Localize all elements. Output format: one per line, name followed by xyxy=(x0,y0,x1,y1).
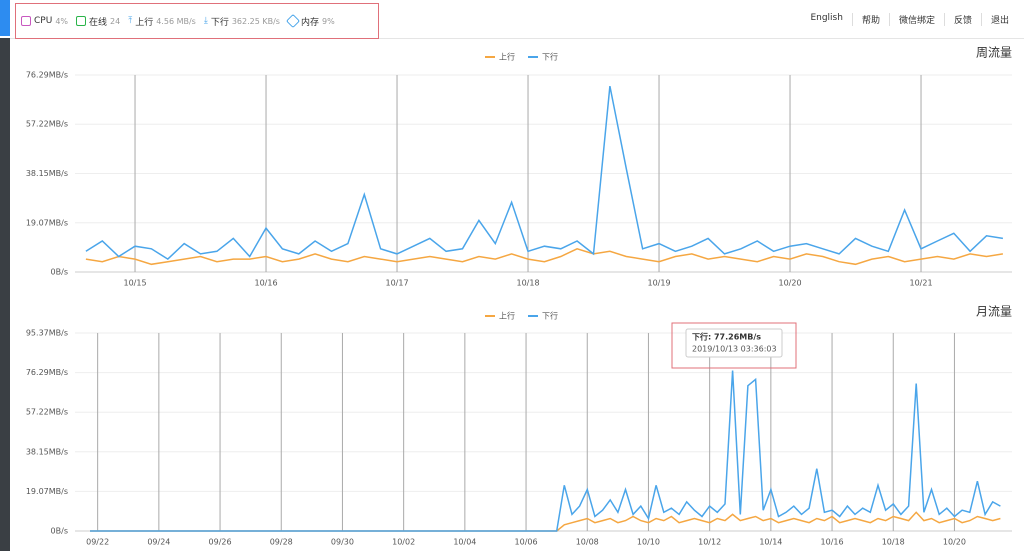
stat: 在线 24 xyxy=(76,15,120,28)
stat: CPU 4% xyxy=(21,16,68,26)
tooltip xyxy=(685,328,783,358)
stat: ⤒ 上行 4.56 MB/s xyxy=(128,16,196,28)
stat-value: 24 xyxy=(110,16,121,26)
series-line xyxy=(90,370,1001,532)
top-bar: CPU 4% 在线 24 ⤒ 上行 4.56 MB/s ⤓ 下行 362.25 KB/s 内… xyxy=(0,0,1024,39)
y-tick-label: 0B/s xyxy=(51,527,68,536)
tooltip-time: 2019/10/13 03:36:03 xyxy=(692,345,777,354)
y-tick-label: 19.07MB/s xyxy=(26,218,68,227)
tooltip-title: 下行: 77.26MB/s xyxy=(692,332,761,342)
nav-link[interactable]: 退出 xyxy=(980,13,1018,26)
x-tick-label: 10/16 xyxy=(821,538,844,547)
legend-label: 下行 xyxy=(542,52,558,62)
x-tick-label: 09/30 xyxy=(331,538,354,547)
legend-label: 上行 xyxy=(499,311,515,321)
x-tick-label: 10/14 xyxy=(759,538,782,547)
tooltip-highlight xyxy=(671,322,797,369)
nav-link[interactable]: 反馈 xyxy=(943,13,981,26)
stat-label: 下行 xyxy=(210,17,229,28)
stat: ⤓ 下行 362.25 KB/s xyxy=(203,16,280,28)
nav: English 帮助 微信绑定 反馈 退出 xyxy=(801,13,1018,26)
y-tick-label: 19.07MB/s xyxy=(26,487,68,496)
y-tick-label: 57.22MB/s xyxy=(26,408,68,417)
stat-value: 4% xyxy=(55,16,69,26)
x-tick-label: 10/21 xyxy=(909,279,932,288)
series-line xyxy=(85,85,1004,261)
x-tick-label: 10/06 xyxy=(515,538,538,547)
y-tick-label: 38.15MB/s xyxy=(26,169,68,178)
series-line xyxy=(85,247,1004,266)
stat-value: 362.25 KB/s xyxy=(231,16,280,26)
menu-toggle[interactable] xyxy=(0,0,10,36)
stat-label: 在线 xyxy=(89,17,108,28)
x-tick-label: 10/17 xyxy=(385,279,408,288)
stat: 内存 9% xyxy=(285,13,335,29)
nav-link[interactable]: 帮助 xyxy=(851,13,889,26)
x-tick-label: 10/02 xyxy=(392,538,415,547)
sidebar xyxy=(0,38,10,551)
stat-value: 9% xyxy=(321,16,335,26)
x-tick-label: 10/16 xyxy=(254,279,277,288)
y-tick-label: 57.22MB/s xyxy=(26,120,68,129)
x-tick-label: 09/24 xyxy=(147,538,170,547)
stat-value: 4.56 MB/s xyxy=(156,16,196,26)
x-tick-label: 10/10 xyxy=(637,538,660,547)
x-tick-label: 10/15 xyxy=(123,279,146,288)
y-tick-label: 76.29MB/s xyxy=(26,368,68,377)
series-line xyxy=(90,511,1001,532)
chart-title: 月流量 xyxy=(976,305,1012,319)
stat-label: 上行 xyxy=(135,17,154,28)
y-tick-label: 95.37MB/s xyxy=(26,329,68,338)
chart-title: 周流量 xyxy=(976,46,1012,60)
nav-link[interactable]: English xyxy=(810,13,843,23)
x-tick-label: 10/04 xyxy=(453,538,476,547)
x-tick-label: 09/26 xyxy=(209,538,232,547)
x-tick-label: 10/18 xyxy=(516,279,539,288)
legend-label: 上行 xyxy=(499,52,515,62)
y-tick-label: 0B/s xyxy=(51,268,68,277)
nav-link[interactable]: 微信绑定 xyxy=(888,13,944,26)
stat-label: 内存 xyxy=(300,17,319,28)
x-tick-label: 09/28 xyxy=(270,538,293,547)
y-tick-label: 76.29MB/s xyxy=(26,71,68,80)
x-tick-label: 10/20 xyxy=(943,538,966,547)
stats-box: CPU 4% 在线 24 ⤒ 上行 4.56 MB/s ⤓ 下行 362.25 KB/s 内… xyxy=(15,3,379,39)
legend-label: 下行 xyxy=(542,311,558,321)
y-tick-label: 38.15MB/s xyxy=(26,447,68,456)
x-tick-label: 10/20 xyxy=(778,279,801,288)
x-tick-label: 09/22 xyxy=(86,538,109,547)
stat-label: CPU xyxy=(34,16,53,26)
x-tick-label: 10/19 xyxy=(647,279,670,288)
x-tick-label: 10/08 xyxy=(576,538,599,547)
x-tick-label: 10/18 xyxy=(882,538,905,547)
x-tick-label: 10/12 xyxy=(698,538,721,547)
